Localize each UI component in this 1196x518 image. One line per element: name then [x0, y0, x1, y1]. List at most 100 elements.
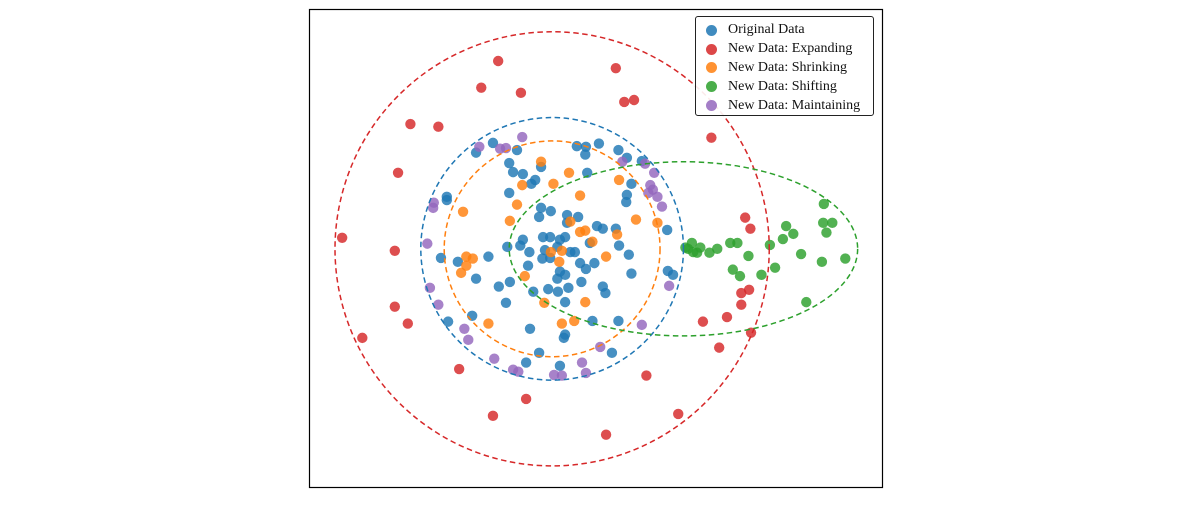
data-point: [706, 132, 717, 143]
data-point: [459, 323, 470, 334]
data-point: [524, 246, 535, 258]
data-point: [548, 178, 559, 190]
data-point: [626, 268, 637, 279]
data-point: [725, 237, 736, 249]
data-point: [713, 342, 725, 353]
data-point: [712, 243, 723, 255]
data-point: [580, 367, 592, 379]
data-point: [563, 167, 575, 178]
data-point: [595, 341, 606, 353]
data-point: [470, 273, 482, 284]
data-point: [392, 167, 404, 178]
data-point: [613, 174, 625, 186]
data-point: [457, 206, 469, 217]
data-point: [548, 369, 560, 381]
data-point: [580, 263, 592, 275]
data-point: [613, 315, 624, 327]
data-point: [816, 256, 828, 268]
data-point: [504, 276, 516, 288]
data-point: [502, 241, 513, 253]
data-point: [661, 224, 673, 236]
data-point: [673, 408, 684, 420]
data-point: [461, 260, 472, 271]
data-point: [611, 229, 623, 240]
data-point: [587, 236, 598, 247]
data-point: [648, 167, 660, 178]
data-point: [483, 318, 494, 329]
legend-marker-icon: [706, 62, 717, 74]
data-point: [554, 360, 566, 372]
legend-label: New Data: Expanding: [728, 41, 853, 57]
data-point: [389, 301, 401, 312]
data-point: [441, 194, 453, 206]
data-point: [565, 216, 576, 227]
data-point: [840, 253, 851, 264]
data-point: [576, 276, 587, 288]
series-new-data-shifting: [680, 198, 851, 308]
data-point: [571, 140, 583, 152]
data-point: [780, 220, 792, 232]
data-point: [619, 96, 630, 108]
data-point: [517, 131, 528, 143]
series-original-data: [435, 137, 679, 372]
data-point: [697, 316, 709, 327]
data-point: [821, 227, 832, 238]
data-point: [507, 166, 519, 178]
data-point: [641, 370, 652, 381]
data-point: [504, 157, 515, 169]
data-point: [623, 249, 635, 260]
data-point: [515, 240, 526, 251]
data-point: [606, 347, 618, 359]
data-point: [537, 231, 549, 243]
legend-item-maintaining: New Data: Maintaining: [706, 96, 873, 115]
data-point: [721, 311, 733, 323]
data-point: [732, 237, 743, 249]
data-point: [795, 248, 807, 260]
data-point: [389, 245, 401, 256]
data-point: [463, 334, 474, 346]
data-point: [537, 253, 548, 264]
legend-marker-icon: [706, 100, 717, 112]
data-point: [613, 240, 625, 251]
data-point: [769, 262, 781, 273]
data-point: [559, 296, 571, 308]
data-point: [727, 264, 739, 275]
data-point: [628, 94, 640, 106]
boundary-ellipse: [420, 116, 685, 381]
data-point: [704, 247, 715, 258]
boundary-ellipse: [443, 140, 661, 358]
data-point: [695, 242, 706, 253]
data-point: [589, 257, 600, 269]
data-point: [552, 273, 563, 284]
legend: Original Data New Data: Expanding New Da…: [695, 16, 874, 116]
data-point: [452, 256, 464, 268]
data-point: [530, 174, 541, 186]
data-point: [422, 238, 433, 249]
data-point: [559, 269, 571, 281]
data-point: [600, 429, 612, 440]
data-point: [817, 217, 829, 229]
data-point: [556, 370, 568, 381]
data-point: [572, 211, 584, 223]
data-point: [636, 319, 648, 331]
data-point: [517, 179, 528, 191]
data-point: [788, 228, 799, 240]
data-point: [756, 269, 767, 281]
data-point: [569, 246, 581, 258]
data-point: [558, 332, 570, 344]
data-point: [519, 270, 531, 282]
data-point: [520, 357, 532, 368]
data-point: [613, 144, 624, 156]
data-point: [600, 287, 611, 299]
data-point: [466, 310, 478, 321]
data-point: [545, 205, 557, 217]
data-point: [543, 283, 554, 295]
series-new-data-expanding: [336, 55, 757, 440]
data-point: [777, 233, 789, 245]
legend-marker-icon: [706, 81, 717, 93]
data-point: [533, 211, 545, 223]
data-point: [402, 318, 414, 329]
legend-marker-icon: [706, 24, 717, 36]
data-point: [433, 121, 444, 132]
